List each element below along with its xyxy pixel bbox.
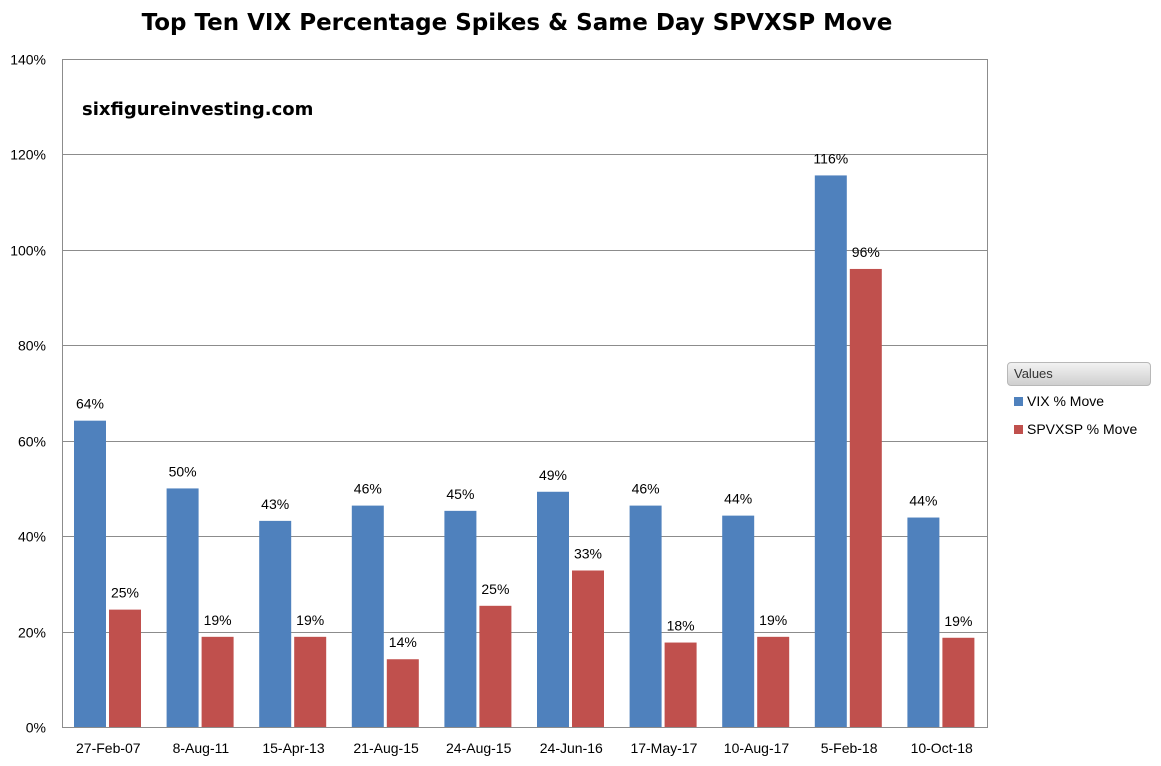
bar-vix bbox=[259, 520, 292, 727]
bar-spvxsp bbox=[479, 605, 512, 727]
x-tick-label: 27-Feb-07 bbox=[76, 740, 141, 756]
bar-spvxsp bbox=[757, 636, 790, 727]
y-tick-label: 20% bbox=[18, 625, 46, 641]
x-tick-label: 24-Aug-15 bbox=[446, 740, 512, 756]
watermark-annotation: sixfigureinvesting.com bbox=[82, 99, 313, 120]
bar-spvxsp bbox=[849, 268, 882, 727]
x-tick-label: 10-Aug-17 bbox=[724, 740, 790, 756]
bar-vix bbox=[907, 517, 940, 727]
bar-spvxsp bbox=[294, 636, 327, 727]
bar-spvxsp bbox=[664, 642, 697, 727]
y-tick-label: 0% bbox=[26, 720, 46, 736]
bar-vix bbox=[722, 515, 755, 727]
bar-vix bbox=[629, 505, 662, 727]
x-tick-label: 10-Oct-18 bbox=[911, 740, 973, 756]
legend-label-vix: VIX % Move bbox=[1027, 393, 1105, 409]
data-label-vix: 43% bbox=[261, 496, 289, 512]
bar-spvxsp bbox=[942, 637, 975, 727]
chart-title: Top Ten VIX Percentage Spikes & Same Day… bbox=[141, 10, 893, 36]
bars bbox=[74, 175, 975, 727]
x-tick-label: 17-May-17 bbox=[630, 740, 697, 756]
data-label-spvxsp: 33% bbox=[574, 545, 602, 561]
data-label-vix: 46% bbox=[632, 481, 660, 497]
data-label-spvxsp: 25% bbox=[111, 585, 139, 601]
y-axis-ticks: 0% 20% 40% 60% 80% 100% 120% 140% bbox=[10, 52, 46, 736]
data-label-spvxsp: 96% bbox=[852, 244, 880, 260]
bar-vix bbox=[351, 505, 384, 727]
legend-label-spvxsp: SPVXSP % Move bbox=[1027, 421, 1138, 437]
y-tick-label: 100% bbox=[10, 243, 46, 259]
legend: Values VIX % Move SPVXSP % Move bbox=[1007, 362, 1151, 442]
x-tick-label: 8-Aug-11 bbox=[173, 740, 230, 756]
legend-item-vix: VIX % Move bbox=[1007, 388, 1151, 414]
y-tick-label: 60% bbox=[18, 434, 46, 450]
bar-spvxsp bbox=[572, 570, 604, 727]
data-label-spvxsp: 25% bbox=[481, 581, 509, 597]
data-labels: 64% 25% 50% 19% 43% 19% 46% 14% 45% 25% 49% 33% 46% 1… bbox=[76, 150, 972, 650]
data-label-vix: 46% bbox=[354, 481, 382, 497]
bar-vix bbox=[814, 175, 847, 727]
bar-vix bbox=[537, 491, 569, 727]
data-label-vix: 44% bbox=[724, 491, 752, 507]
data-label-vix: 50% bbox=[169, 463, 197, 479]
legend-swatch-vix bbox=[1014, 397, 1023, 406]
x-axis-ticks: 27-Feb-07 8-Aug-11 15-Apr-13 21-Aug-15 24-Au… bbox=[76, 740, 973, 756]
y-tick-label: 80% bbox=[18, 338, 46, 354]
bar-vix bbox=[74, 420, 106, 727]
bar-vix bbox=[444, 510, 477, 727]
x-tick-label: 24-Jun-16 bbox=[540, 740, 603, 756]
gridlines bbox=[62, 59, 988, 728]
data-label-spvxsp: 19% bbox=[944, 613, 972, 629]
data-label-spvxsp: 14% bbox=[389, 634, 417, 650]
legend-swatch-spvxsp bbox=[1014, 425, 1023, 434]
data-label-vix: 49% bbox=[539, 467, 567, 483]
data-label-spvxsp: 19% bbox=[759, 612, 787, 628]
data-label-vix: 116% bbox=[813, 150, 848, 166]
data-label-spvxsp: 19% bbox=[204, 612, 232, 628]
data-label-vix: 45% bbox=[446, 486, 474, 502]
x-tick-label: 5-Feb-18 bbox=[821, 740, 878, 756]
bar-vix bbox=[166, 488, 199, 727]
data-label-spvxsp: 18% bbox=[667, 618, 695, 634]
legend-item-spvxsp: SPVXSP % Move bbox=[1007, 416, 1151, 442]
data-label-vix: 44% bbox=[909, 493, 937, 509]
legend-title[interactable]: Values bbox=[1007, 362, 1151, 386]
y-tick-label: 120% bbox=[10, 147, 46, 163]
bar-spvxsp bbox=[109, 609, 141, 727]
x-tick-label: 15-Apr-13 bbox=[262, 740, 324, 756]
bar-spvxsp bbox=[201, 636, 234, 727]
plot-frame bbox=[62, 59, 988, 727]
x-tick-label: 21-Aug-15 bbox=[353, 740, 419, 756]
data-label-spvxsp: 19% bbox=[296, 612, 324, 628]
data-label-vix: 64% bbox=[76, 396, 104, 412]
bar-spvxsp bbox=[386, 659, 419, 727]
y-tick-label: 40% bbox=[18, 529, 46, 545]
y-tick-label: 140% bbox=[10, 52, 46, 68]
